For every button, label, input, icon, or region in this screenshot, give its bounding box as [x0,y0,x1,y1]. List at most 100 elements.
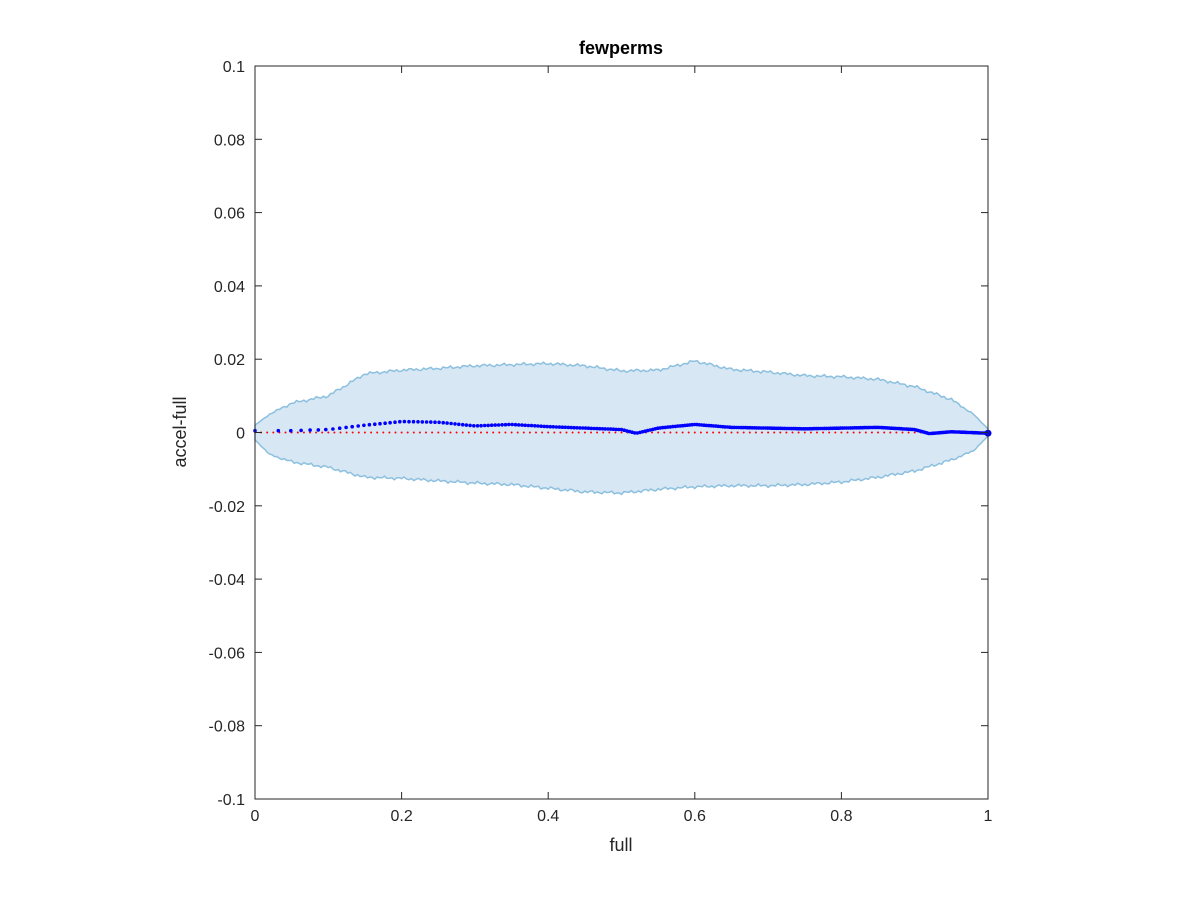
reference-dot [437,431,440,434]
y-tick-label: 0.06 [214,206,245,223]
series-dot [482,423,487,428]
reference-dot [706,431,708,434]
series-dot [600,427,605,431]
series-dot [566,425,571,430]
reference-dot [846,431,849,434]
series-dot [520,423,524,427]
series-dot [513,422,518,427]
series-dot [533,424,537,428]
series-dot [625,429,629,433]
series-dot [548,424,553,429]
series-dot [523,423,527,428]
series-dot [493,423,498,427]
reference-dot [590,431,592,434]
reference-dot [651,431,653,434]
series-dot [378,421,382,426]
reference-dot [510,431,513,434]
series-dot [563,425,568,430]
reference-dot [834,431,837,434]
y-tick-label: 0.1 [223,59,245,76]
x-tick-labels: 0 0.2 0.4 0.6 0.8 1 [251,808,993,825]
reference-dot [431,431,434,434]
reference-dot [791,431,794,434]
series-dot [420,420,425,424]
series-dot [569,425,573,430]
reference-dot [449,431,452,434]
x-tick-label: 1 [984,808,993,825]
series-dot [460,422,465,427]
series-dot [437,420,441,425]
x-tick-label: 0 [251,808,260,825]
reference-dot [663,431,666,434]
series-dot [619,427,624,432]
reference-dot [620,431,623,434]
y-tick-label: -0.04 [209,572,246,589]
series-dot [557,425,562,429]
reference-dot [767,431,770,434]
reference-dot [425,431,427,434]
reference-dot [461,431,464,434]
y-tick-label: -0.08 [209,719,246,736]
chart-title: fewperms [579,38,663,58]
series-dot [489,423,494,428]
reference-dot [528,431,531,434]
series-dot [316,428,321,432]
reference-dot [559,431,562,434]
reference-dot [724,431,727,434]
series-dot [589,426,594,431]
reference-dot [828,431,831,434]
series-dot [503,422,508,427]
reference-dot [345,431,348,434]
reference-dot [504,431,507,434]
series-dot [536,424,540,428]
series-dot [453,422,457,426]
reference-dot [516,431,519,434]
reference-dot [302,431,305,434]
reference-dot [681,431,684,434]
series-dot [603,427,607,431]
reference-dot [412,431,415,434]
reference-dot [443,431,446,434]
series-dot [367,422,372,427]
reference-dot [577,431,580,434]
reference-dot [473,431,476,434]
reference-dot [687,431,690,434]
series-dot [289,428,293,433]
series-dot [617,427,621,432]
series-dot [402,419,407,424]
series-dot [507,422,511,427]
series-dot [545,424,549,429]
series-dot [554,425,559,429]
series-dot [299,428,303,433]
series-dot [632,431,637,435]
series-dot [578,426,582,430]
series-dot [362,423,366,428]
series-dot [468,423,472,428]
reference-dot [486,431,489,434]
y-tick-label: -0.02 [209,499,246,516]
reference-dot [541,431,544,434]
series-dot [529,423,534,428]
reference-dot [877,431,879,434]
series-dot [486,423,491,428]
reference-dot [565,431,568,434]
axes-box [254,65,989,800]
reference-dot [455,431,458,434]
reference-dot [809,431,812,434]
series-dot [551,425,556,429]
series-dot [572,425,576,430]
reference-dot [553,431,556,434]
reference-dot [321,431,324,434]
reference-dot [712,431,715,434]
reference-dot [388,431,391,434]
series-dot [597,426,602,431]
series-dot [344,425,348,430]
reference-dot [785,431,788,434]
reference-dot [675,431,678,434]
series-dot [457,422,461,427]
reference-dot [657,431,660,434]
series-dot [424,420,429,424]
reference-dot [840,431,843,434]
reference-dot [382,431,385,434]
reference-dot [571,431,574,434]
